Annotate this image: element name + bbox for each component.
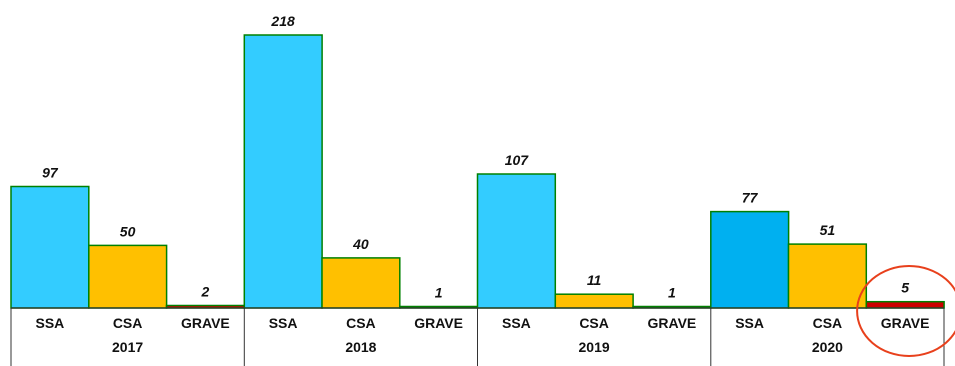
year-label-2018: 2018 [345, 339, 376, 355]
category-axis: SSA CSA GRAVE SSA CSA GRAVE SSA CSA GRAVE SSA CSA G… [10, 307, 945, 366]
bars-layer [10, 34, 945, 309]
value-label-2020-grave: 5 [901, 280, 909, 296]
value-label-2018-csa: 40 [352, 236, 369, 252]
category-label-2017-ssa: SSA [36, 315, 65, 331]
annotation-layer [856, 265, 955, 357]
category-label-2019-grave: GRAVE [648, 315, 697, 331]
category-label-2020-grave: GRAVE [881, 315, 930, 331]
value-label-2020-csa: 51 [820, 222, 836, 238]
value-label-2017-csa: 50 [120, 223, 136, 239]
bar-2020-ssa [710, 210, 790, 309]
category-label-2020-csa: CSA [813, 315, 843, 331]
category-label-2018-grave: GRAVE [414, 315, 463, 331]
category-label-2019-ssa: SSA [502, 315, 531, 331]
value-label-2019-csa: 11 [587, 272, 602, 288]
category-label-2018-csa: CSA [346, 315, 376, 331]
value-label-2018-grave: 1 [435, 285, 443, 301]
value-label-2017-grave: 2 [201, 284, 210, 300]
bar-2019-ssa [476, 173, 557, 309]
category-label-2018-ssa: SSA [269, 315, 298, 331]
bar-2019-csa [554, 293, 634, 309]
category-label-2017-grave: GRAVE [181, 315, 230, 331]
value-label-2018-ssa: 218 [270, 13, 295, 29]
bar-2017-ssa [10, 185, 90, 309]
value-label-2017-ssa: 97 [42, 165, 59, 181]
year-label-2019: 2019 [579, 339, 610, 355]
value-label-2019-grave: 1 [668, 285, 676, 301]
value-label-2020-ssa: 77 [742, 190, 759, 206]
highlight-circle [856, 265, 955, 357]
category-label-2020-ssa: SSA [735, 315, 764, 331]
bar-2018-ssa [243, 34, 323, 309]
bar-2020-grave [865, 300, 945, 309]
category-label-2017-csa: CSA [113, 315, 143, 331]
bar-2018-csa [321, 257, 401, 309]
bar-2020-csa [787, 243, 868, 309]
year-label-2020: 2020 [812, 339, 843, 355]
category-label-2019-csa: CSA [579, 315, 609, 331]
year-label-2017: 2017 [112, 339, 143, 355]
bar-2017-csa [88, 244, 168, 309]
value-label-2019-ssa: 107 [505, 152, 530, 168]
